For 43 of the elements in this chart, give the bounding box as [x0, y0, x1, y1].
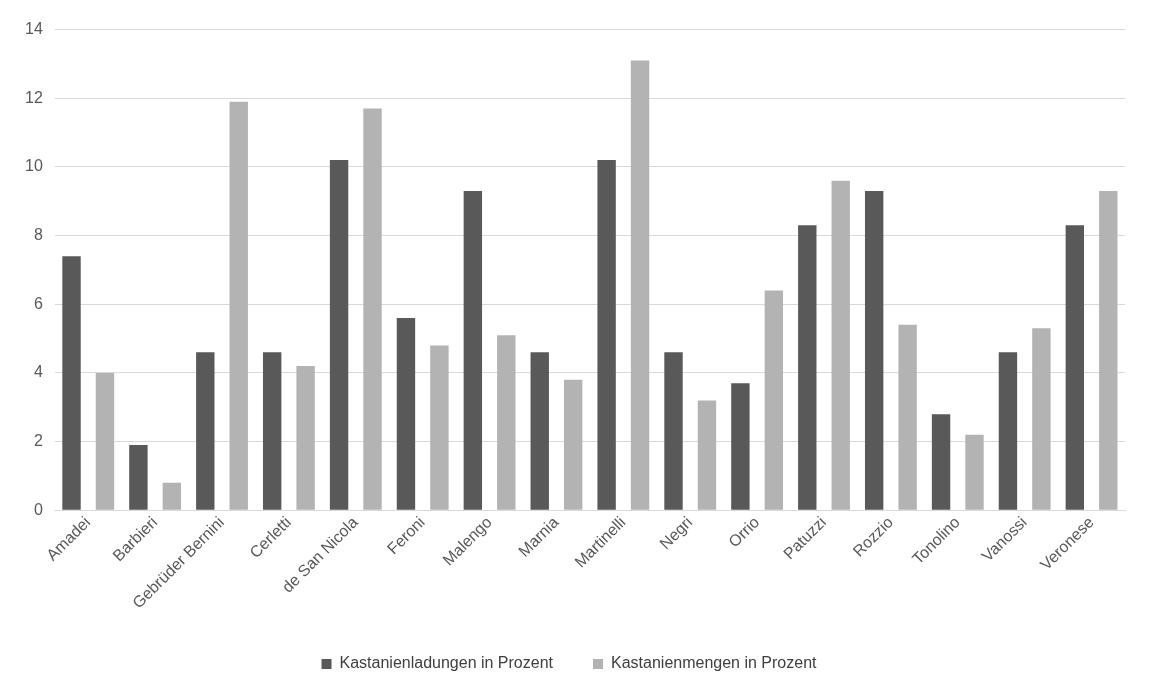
bar	[1099, 190, 1118, 510]
x-tick-label: Orrio	[725, 513, 763, 551]
bar	[831, 180, 850, 510]
y-tick-label: 2	[33, 432, 43, 450]
bar	[363, 108, 382, 510]
bar	[563, 379, 583, 510]
legend-label: Kastanienmengen in Prozent	[611, 654, 818, 672]
bar	[463, 190, 483, 510]
bar	[430, 345, 449, 510]
bar	[597, 160, 616, 510]
y-tick-label: 12	[25, 88, 43, 106]
y-tick-label: 0	[33, 500, 43, 518]
bar	[798, 225, 817, 510]
bar	[262, 352, 282, 510]
bar	[162, 482, 182, 510]
bar	[196, 352, 215, 510]
bar	[998, 352, 1018, 510]
legend-label: Kastanienladungen in Prozent	[339, 654, 554, 672]
bar	[95, 372, 115, 510]
y-tick-label: 10	[25, 157, 43, 175]
bar	[764, 290, 784, 510]
bar	[329, 160, 349, 510]
bar	[129, 445, 148, 510]
y-tick-label: 4	[33, 363, 43, 381]
bar	[664, 352, 683, 510]
bar	[864, 190, 884, 510]
bar	[898, 324, 917, 510]
bar	[296, 366, 315, 510]
bar	[1032, 328, 1051, 510]
bar	[530, 352, 549, 510]
bar	[697, 400, 717, 510]
bar	[62, 256, 81, 510]
y-tick-label: 6	[33, 294, 43, 312]
bar	[396, 318, 416, 510]
y-tick-label: 8	[33, 226, 43, 244]
bar	[931, 414, 951, 510]
bar	[229, 101, 248, 510]
bar	[497, 335, 516, 510]
y-tick-label: 14	[25, 20, 43, 38]
bar	[731, 383, 750, 510]
bar	[1065, 225, 1085, 510]
bar	[965, 434, 984, 510]
bar	[630, 60, 650, 510]
